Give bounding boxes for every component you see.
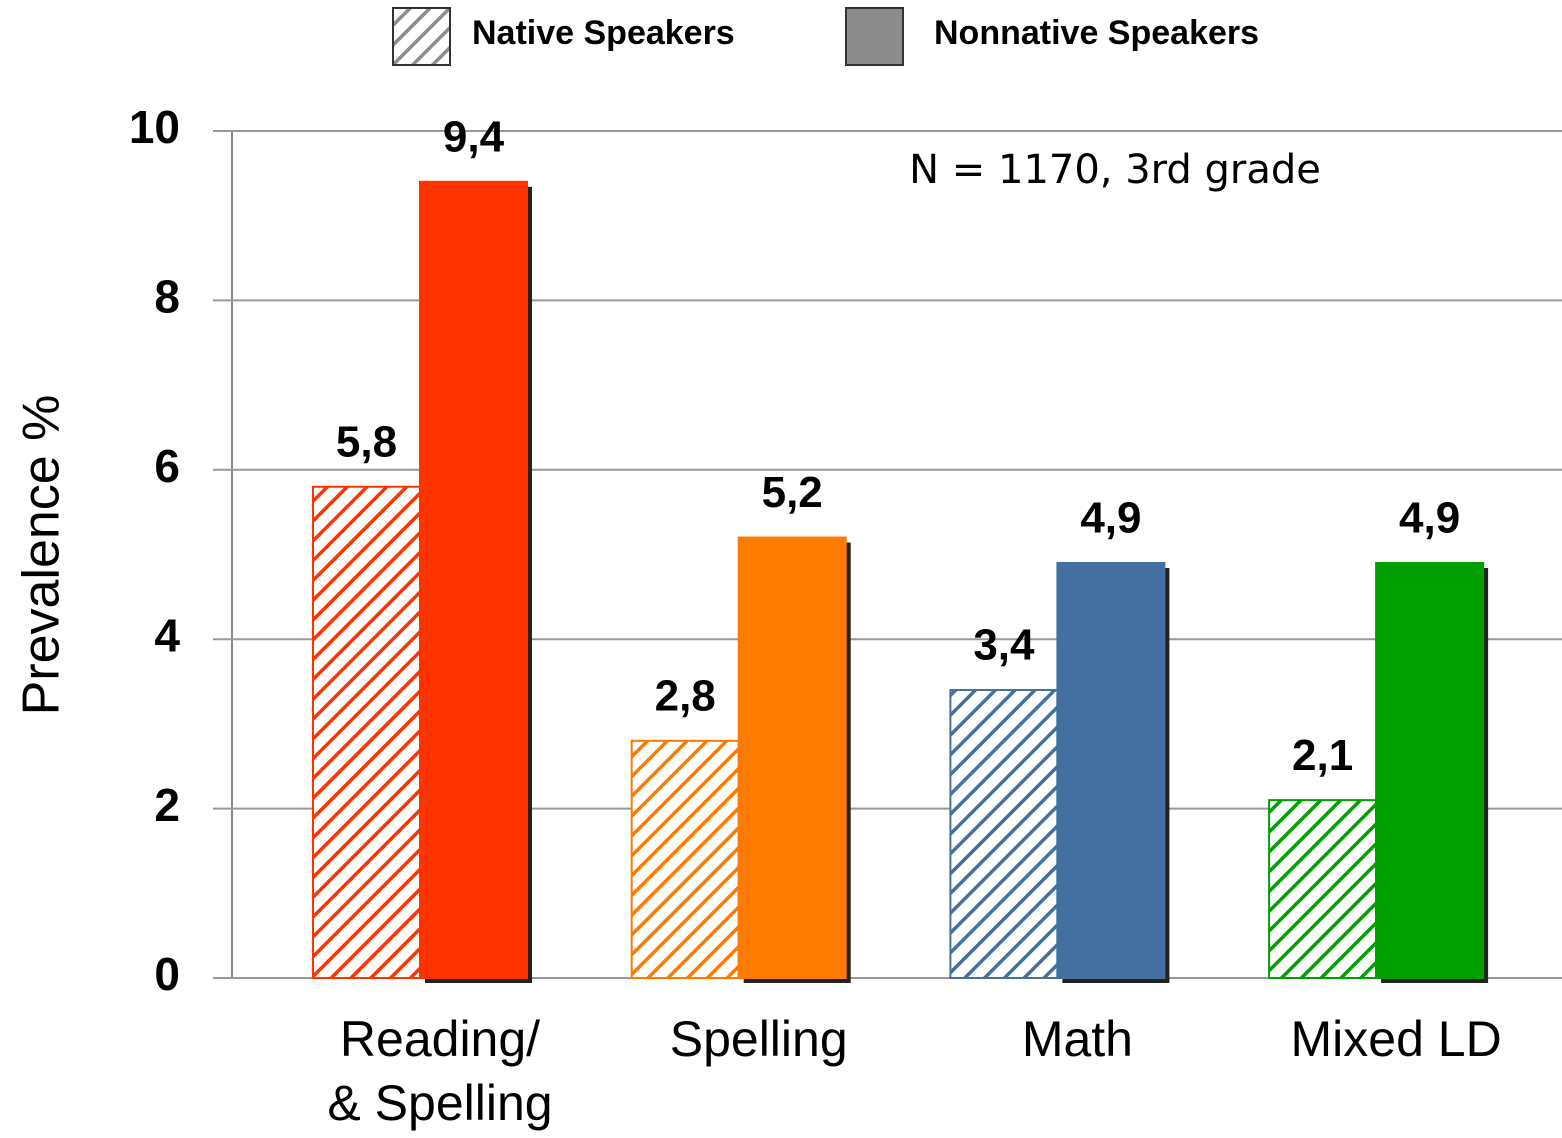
x-tick-label: Math (1022, 1011, 1133, 1067)
value-label: 2,8 (655, 671, 716, 720)
page: Prevalence % N = 1170, 3rd grade 0 2 4 6 8 10… (0, 0, 1562, 1138)
y-tick-label: 2 (154, 779, 180, 831)
y-tick-label: 0 (154, 948, 180, 1000)
y-axis-label: Prevalence % (13, 395, 71, 716)
value-label: 4,9 (1080, 494, 1141, 543)
value-label: 5,2 (762, 468, 823, 517)
x-tick-label: Mixed LD (1291, 1011, 1502, 1067)
y-tick-label: 10 (129, 101, 180, 153)
y-tick-label: 6 (154, 440, 180, 492)
legend-label: Native Speakers (472, 14, 735, 52)
legend-swatch (393, 8, 450, 65)
value-label: 9,4 (443, 112, 505, 161)
bar (950, 690, 1057, 978)
annotation: N = 1170, 3rd grade (909, 147, 1321, 193)
bar (313, 487, 420, 978)
bar (1269, 800, 1376, 978)
bar (739, 538, 846, 978)
bar (632, 741, 739, 978)
y-tick-label: 4 (154, 609, 180, 661)
value-label: 4,9 (1399, 494, 1460, 543)
bar (420, 182, 527, 978)
legend-swatch (846, 8, 903, 65)
value-label: 2,1 (1292, 731, 1353, 780)
y-tick-label: 8 (154, 271, 180, 323)
bar (1376, 563, 1483, 978)
value-label: 3,4 (973, 621, 1035, 670)
x-tick-label: Spelling (670, 1011, 848, 1067)
legend-label: Nonnative Speakers (934, 14, 1259, 52)
bar (1057, 563, 1164, 978)
x-tick-label: Reading/& Spelling (327, 1011, 552, 1131)
value-label: 5,8 (336, 417, 397, 466)
chart: Prevalence % N = 1170, 3rd grade 0 2 4 6 8 10… (0, 0, 1562, 1138)
